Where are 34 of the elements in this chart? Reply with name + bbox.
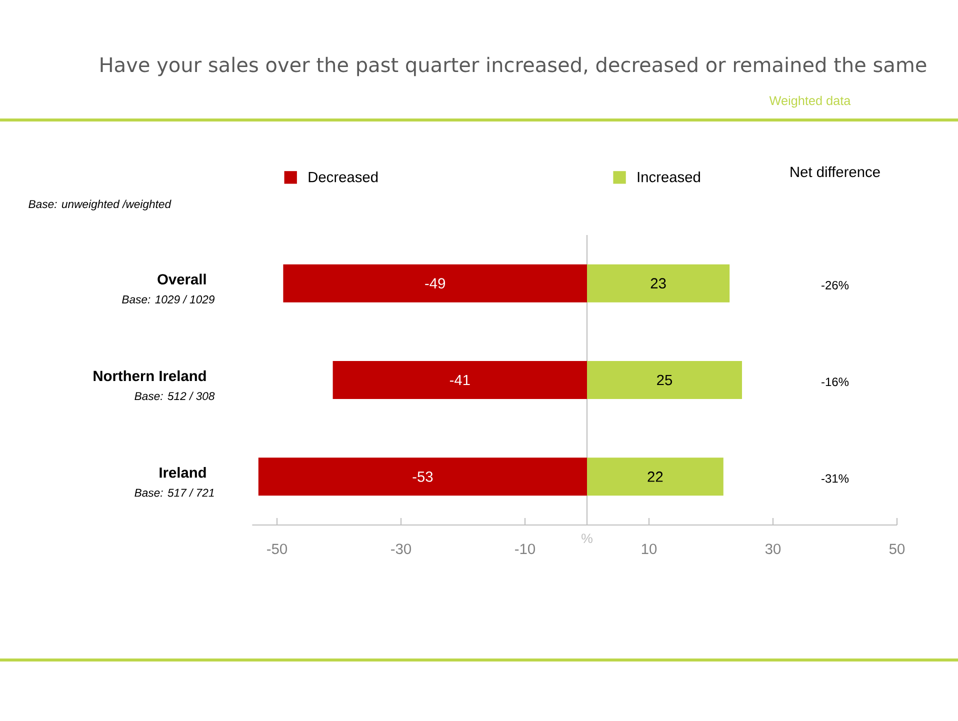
y-tick-label: Ireland [160, 467, 206, 478]
text: Base: unweighted /weighted [28, 200, 172, 210]
x-tick-label: -10 [515, 544, 536, 554]
data-label: -53 [412, 471, 433, 482]
y-tick-label: Northern Ireland [94, 370, 206, 382]
x-tick-label: 30 [765, 544, 781, 554]
x-tick-label: 50 [889, 544, 905, 554]
text: Base: 1029 / 1029 [122, 295, 214, 304]
legend-label: Increased [638, 171, 700, 182]
data-label: -41 [450, 374, 470, 386]
bar [586, 264, 730, 302]
x-axis-title: % [582, 534, 592, 544]
bar [586, 458, 724, 496]
bar [586, 361, 742, 400]
annotation: -31% [822, 474, 849, 483]
y-tick-label: Overall [158, 274, 206, 284]
annotation: -26% [822, 280, 849, 290]
x-tick-label: 10 [642, 544, 657, 554]
text: Base: 512 / 308 [134, 392, 215, 400]
x-tick-label: -30 [391, 544, 412, 554]
data-label: -49 [425, 278, 446, 289]
text: Net difference [790, 166, 880, 178]
bar [258, 458, 587, 496]
text: Base: 517 / 721 [134, 488, 214, 497]
legend-label: Decreased [308, 171, 378, 182]
text: Weighted data [769, 96, 851, 108]
bar [283, 264, 587, 302]
annotation: -16% [822, 378, 849, 386]
chart-title: Have your sales over the past quarter increased, decreased or remained the same [100, 56, 926, 76]
data-label: 25 [657, 374, 672, 386]
data-label: 23 [650, 278, 666, 289]
x-tick-label: -50 [267, 544, 288, 554]
bar [332, 361, 587, 400]
data-label: 22 [648, 472, 663, 482]
